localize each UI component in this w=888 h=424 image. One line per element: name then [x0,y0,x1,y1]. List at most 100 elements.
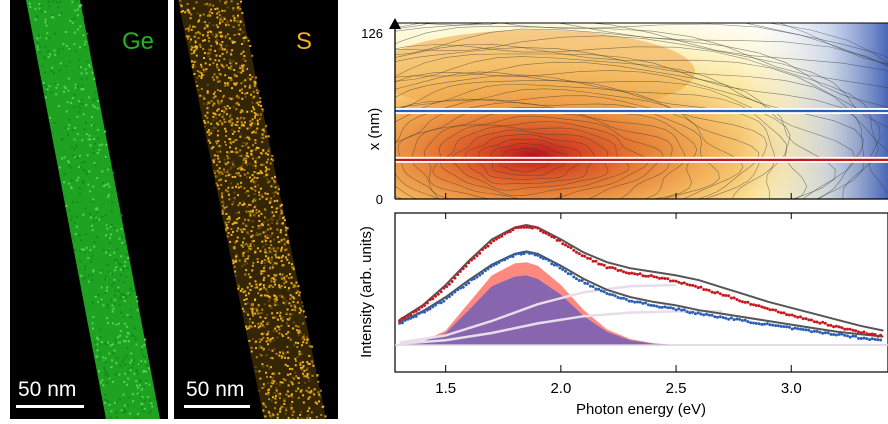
s-speckle [256,147,258,149]
ge-speckle [127,378,129,380]
s-speckle [228,216,230,218]
s-speckle [240,229,242,231]
s-speckle [282,382,284,384]
s-speckle [258,104,260,106]
s-speckle [289,373,291,375]
data-point-blue [818,331,821,334]
s-speckle [282,320,284,322]
s-speckle [308,355,310,357]
ge-speckle [148,384,150,386]
s-speckle [274,181,276,183]
data-point-blue [401,321,404,324]
ge-speckle [141,346,143,348]
s-speckle [261,309,263,311]
s-speckle [268,349,270,351]
data-point-red [752,303,755,306]
s-speckle [195,81,197,83]
s-speckle [213,159,215,161]
s-speckle [237,152,239,154]
s-speckle [239,149,241,151]
ge-speckle [93,78,95,80]
s-speckle [284,357,286,359]
ge-speckle [123,296,125,298]
s-speckle [267,394,269,396]
ge-speckle [97,301,99,303]
s-speckle [320,390,322,392]
s-speckle [226,36,228,38]
data-point-red [420,306,423,309]
data-point-blue [716,316,719,319]
ge-speckle [105,156,107,158]
s-speckle [242,123,244,125]
s-speckle [253,149,255,151]
ge-speckle [67,128,69,130]
ge-speckle [129,413,131,415]
s-speckle [276,274,278,276]
s-speckle [306,342,308,344]
s-speckle [233,106,235,108]
ge-speckle [102,182,104,184]
s-speckle [188,27,190,29]
s-speckle [263,284,265,286]
ge-speckle [96,349,98,351]
data-point-blue [542,257,545,260]
spectra-y-label: Intensity (arb. units) [358,226,375,358]
ge-speckle [66,111,68,113]
ge-speckle [81,88,83,90]
s-speckle [298,330,300,332]
data-point-red [868,333,871,336]
data-point-red [699,286,702,289]
s-speckle [269,248,271,250]
data-point-blue [553,264,556,267]
ge-speckle [136,370,138,372]
ge-speckle [75,87,77,89]
ge-speckle [40,4,42,6]
s-speckle [239,8,241,10]
ge-speckle [94,98,96,100]
s-speckle [197,31,199,33]
s-speckle [283,378,285,380]
s-speckle [224,106,226,108]
data-point-blue [780,325,783,328]
s-speckle [236,218,238,220]
s-speckle [272,317,274,319]
data-point-blue [567,272,570,275]
ge-speckle [94,143,96,145]
s-speckle [308,407,310,409]
s-speckle [228,158,230,160]
ge-speckle [110,344,112,346]
s-speckle [265,288,267,290]
spectra-x-tick-label: 2.0 [550,380,571,397]
ge-speckle [85,41,87,43]
s-speckle [212,24,214,26]
data-point-blue [597,288,600,291]
data-point-red [404,316,407,319]
ge-speckle [77,202,79,204]
ge-speckle [99,144,101,146]
ge-speckle [71,215,73,217]
s-speckle [254,81,256,83]
s-speckle [267,224,269,226]
s-speckle [232,187,234,189]
ge-speckle [96,219,98,221]
data-point-red [459,270,462,273]
s-speckle [267,150,269,152]
data-point-red [525,226,528,229]
data-point-blue [852,335,855,338]
ge-speckle [80,107,82,109]
s-speckle [273,215,275,217]
s-speckle [281,223,283,225]
s-speckle [250,236,252,238]
data-point-blue [633,301,636,304]
s-speckle [208,56,210,58]
s-speckle [274,298,276,300]
data-point-blue [564,270,567,273]
s-speckle [258,304,260,306]
ge-speckle [54,50,56,52]
s-speckle [210,49,212,51]
s-speckle [269,251,271,253]
data-point-red [724,294,727,297]
s-speckle [203,14,205,16]
s-speckle [220,146,222,148]
s-speckle [320,414,322,416]
